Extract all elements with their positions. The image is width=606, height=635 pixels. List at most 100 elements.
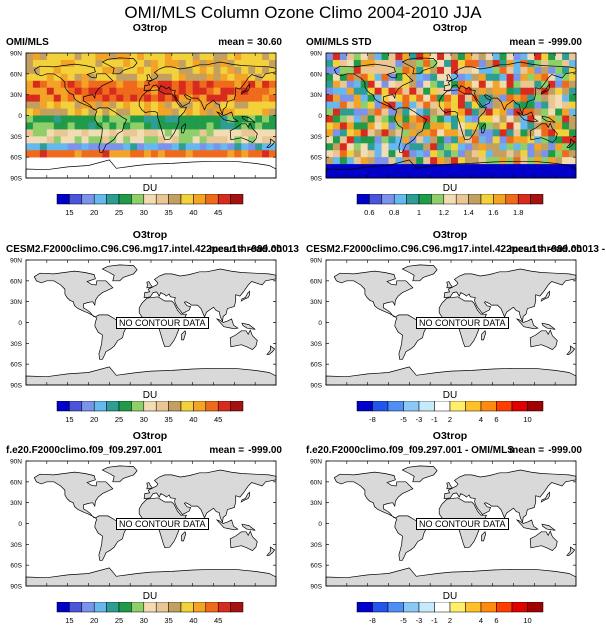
contour-cell <box>346 101 355 109</box>
contour-cell <box>53 59 62 68</box>
contour-cell <box>32 122 41 130</box>
contour-cell <box>151 115 159 123</box>
contour-cell <box>548 94 556 102</box>
contour-cell <box>332 53 341 61</box>
contour-cell <box>88 101 96 109</box>
contour-cell <box>367 115 375 123</box>
contour-cell <box>374 108 382 116</box>
contour-cell <box>534 164 542 172</box>
contour-cell <box>32 129 41 137</box>
panel-subtitle: O3trop <box>432 430 468 442</box>
colorbar-tick-label: 40 <box>189 208 197 217</box>
contour-cell <box>555 59 563 68</box>
contour-cell <box>339 59 348 68</box>
contour-cell <box>213 122 221 130</box>
colorbar-tick-label: 6 <box>494 616 498 625</box>
contour-cell <box>164 73 173 82</box>
colorbar-tick-label: 6 <box>494 415 498 424</box>
colorbar-swatch <box>56 401 70 412</box>
contour-cell <box>241 66 249 75</box>
coastline-madagascar <box>181 531 187 542</box>
mean-readout: mean = -999.00 <box>209 244 282 255</box>
contour-cell <box>555 122 563 130</box>
contour-cell <box>192 115 200 123</box>
contour-cell <box>248 129 256 137</box>
contour-cell <box>395 150 403 158</box>
contour-cell <box>471 73 480 82</box>
contour-cell <box>541 73 549 82</box>
contour-cell <box>326 164 334 172</box>
contour-cell <box>178 150 187 158</box>
contour-cell <box>151 129 159 137</box>
contour-cell <box>26 66 34 75</box>
contour-cell <box>262 115 270 123</box>
contour-cell <box>569 122 577 130</box>
contour-cell <box>130 108 138 116</box>
contour-cell <box>485 143 493 151</box>
panel-label: CESM2.F2000climo.C96.C96.mg17.intel.422p… <box>6 244 299 255</box>
lat-label: 60N <box>10 479 22 486</box>
contour-cell <box>555 108 563 116</box>
contour-cell <box>74 143 82 151</box>
contour-cell <box>39 73 48 82</box>
contour-cell <box>374 157 382 165</box>
contour-cell <box>269 101 277 109</box>
no-contour-data-label: NO CONTOUR DATA <box>116 518 209 530</box>
contour-cell <box>416 101 424 109</box>
contour-cell <box>492 59 500 68</box>
contour-cell <box>513 66 521 75</box>
contour-cell <box>137 53 145 61</box>
contour-cell <box>548 80 556 89</box>
contour-cell <box>437 136 445 144</box>
coastline-new-zealand <box>566 546 576 556</box>
contour-cell <box>137 136 145 144</box>
contour-cell <box>471 101 480 109</box>
contour-cell <box>326 150 334 158</box>
contour-cell <box>269 94 277 102</box>
contour-cell <box>220 115 228 123</box>
colorbar-swatch <box>155 194 169 205</box>
contour-cell <box>74 108 82 116</box>
contour-cell <box>171 136 180 144</box>
contour-cell <box>555 80 563 89</box>
contour-cell <box>339 136 348 144</box>
contour-cell <box>123 80 131 89</box>
mean-value: -999.00 <box>548 37 582 48</box>
contour-cell <box>353 101 362 109</box>
contour-cell <box>478 73 487 82</box>
contour-cell <box>26 115 34 123</box>
contour-cell <box>513 87 521 95</box>
contour-cell <box>67 129 75 137</box>
contour-cell <box>39 122 48 130</box>
contour-cell <box>53 129 62 137</box>
contour-cell <box>506 164 514 172</box>
contour-cell <box>192 66 200 75</box>
contour-cell <box>46 115 55 123</box>
contour-cell <box>430 53 438 61</box>
contour-cell <box>220 59 228 68</box>
contour-cell <box>130 94 138 102</box>
contour-cell <box>130 59 138 68</box>
contour-cell <box>255 59 263 68</box>
contour-cell <box>81 59 89 68</box>
contour-cell <box>374 94 382 102</box>
colorbar-swatch <box>381 194 395 205</box>
colorbar-swatch <box>217 602 231 613</box>
contour-cell <box>137 143 145 151</box>
contour-cell <box>151 122 159 130</box>
contour-cell <box>353 150 362 158</box>
colorbar-swatch <box>530 194 544 205</box>
contour-cell <box>102 129 110 137</box>
contour-cell <box>367 59 375 68</box>
contour-cell <box>444 136 452 144</box>
colorbar-tick-label: 40 <box>189 415 197 424</box>
contour-cell <box>457 150 466 158</box>
contour-cell <box>151 94 159 102</box>
contour-cell <box>26 73 34 82</box>
contour-cell <box>157 150 166 158</box>
contour-cell <box>360 101 368 109</box>
contour-cell <box>444 94 452 102</box>
contour-cell <box>157 80 166 89</box>
contour-cell <box>220 150 228 158</box>
contour-cell <box>353 129 362 137</box>
